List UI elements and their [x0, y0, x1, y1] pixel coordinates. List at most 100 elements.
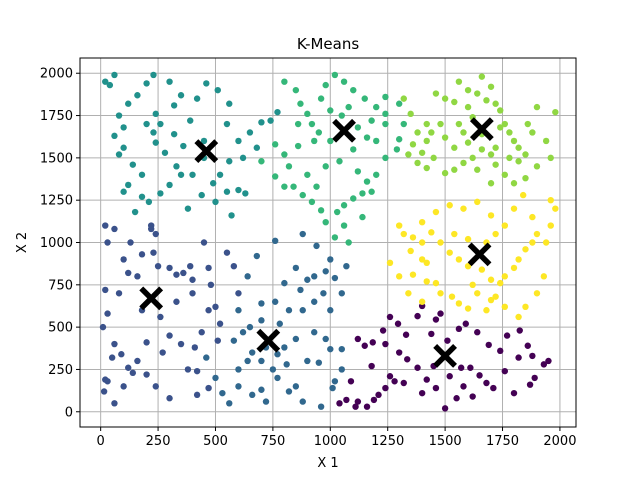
scatter-point-cluster-0 — [524, 342, 531, 349]
scatter-point-cluster-2 — [219, 389, 226, 397]
chart-title: K-Means — [297, 35, 360, 53]
scatter-point-cluster-4 — [331, 71, 339, 79]
scatter-point-cluster-1 — [193, 367, 201, 375]
scatter-point-cluster-1 — [143, 371, 150, 378]
scatter-point-cluster-1 — [152, 230, 159, 238]
scatter-point-cluster-1 — [166, 264, 173, 272]
scatter-point-cluster-0 — [453, 395, 460, 402]
scatter-point-cluster-5 — [423, 164, 430, 172]
scatter-point-cluster-5 — [469, 154, 476, 162]
scatter-point-cluster-6 — [409, 234, 417, 241]
scatter-point-cluster-3 — [145, 198, 153, 206]
scatter-point-cluster-6 — [547, 196, 554, 204]
scatter-point-cluster-2 — [311, 298, 318, 305]
x-tick-label: 1000 — [314, 434, 347, 449]
scatter-point-cluster-6 — [533, 230, 541, 238]
scatter-point-cluster-6 — [547, 222, 554, 229]
scatter-point-cluster-0 — [469, 393, 476, 400]
centroid-marker-2 — [256, 328, 281, 353]
scatter-point-cluster-3 — [187, 117, 194, 124]
x-tick-label: 250 — [146, 434, 171, 449]
scatter-point-cluster-0 — [402, 331, 410, 338]
scatter-point-cluster-6 — [487, 296, 495, 304]
scatter-point-cluster-3 — [125, 100, 132, 107]
scatter-point-cluster-3 — [223, 188, 231, 195]
scatter-point-cluster-1 — [214, 337, 221, 344]
scatter-point-cluster-4 — [395, 100, 403, 107]
scatter-point-cluster-4 — [304, 110, 311, 118]
scatter-point-cluster-3 — [200, 137, 208, 145]
scatter-point-cluster-3 — [228, 212, 235, 219]
y-tick-label: 1750 — [40, 109, 73, 124]
scatter-point-cluster-0 — [485, 341, 492, 349]
scatter-point-cluster-5 — [522, 151, 529, 158]
scatter-point-cluster-3 — [134, 92, 141, 99]
scatter-point-cluster-2 — [292, 383, 300, 390]
scatter-point-cluster-1 — [187, 262, 194, 270]
scatter-point-cluster-3 — [111, 132, 118, 140]
scatter-point-cluster-5 — [423, 137, 430, 145]
scatter-point-cluster-0 — [503, 332, 511, 339]
scatter-point-cluster-4 — [292, 86, 300, 94]
scatter-point-cluster-5 — [542, 137, 550, 145]
scatter-point-cluster-4 — [354, 124, 362, 131]
scatter-point-cluster-2 — [317, 403, 325, 410]
scatter-point-cluster-0 — [363, 403, 371, 410]
scatter-point-cluster-0 — [531, 374, 538, 382]
scatter-point-cluster-2 — [235, 383, 242, 390]
scatter-point-cluster-6 — [386, 259, 394, 267]
scatter-point-cluster-2 — [292, 335, 300, 343]
scatter-point-cluster-3 — [170, 102, 178, 109]
scatter-point-cluster-0 — [370, 396, 378, 404]
scatter-point-cluster-1 — [166, 332, 173, 339]
scatter-point-cluster-0 — [400, 379, 407, 387]
scatter-point-cluster-5 — [506, 129, 513, 136]
centroid-marker-3 — [194, 139, 219, 163]
scatter-point-cluster-2 — [315, 359, 323, 366]
scatter-point-cluster-2 — [258, 357, 265, 365]
scatter-point-cluster-1 — [104, 310, 111, 317]
scatter-point-cluster-2 — [258, 317, 265, 324]
scatter-point-cluster-2 — [244, 273, 251, 280]
scatter-point-cluster-5 — [487, 180, 495, 187]
scatter-point-cluster-2 — [299, 398, 306, 405]
scatter-point-cluster-0 — [529, 352, 536, 360]
scatter-point-cluster-5 — [524, 120, 531, 128]
scatter-point-cluster-4 — [359, 190, 366, 197]
scatter-point-cluster-3 — [120, 124, 127, 131]
scatter-point-cluster-5 — [506, 154, 513, 162]
scatter-point-cluster-5 — [451, 166, 458, 173]
scatter-point-cluster-3 — [203, 80, 210, 87]
scatter-point-cluster-0 — [476, 372, 483, 379]
scatter-point-cluster-1 — [120, 256, 127, 263]
scatter-point-cluster-5 — [487, 83, 495, 90]
scatter-point-cluster-4 — [359, 213, 366, 221]
scatter-point-cluster-4 — [340, 222, 348, 229]
scatter-point-cluster-0 — [394, 320, 402, 327]
scatter-point-cluster-2 — [299, 230, 306, 238]
scatter-point-cluster-2 — [274, 374, 281, 382]
scatter-point-cluster-3 — [235, 186, 242, 194]
scatter-point-cluster-6 — [529, 239, 536, 246]
scatter-point-cluster-6 — [487, 276, 495, 283]
scatter-point-cluster-0 — [352, 403, 359, 410]
scatter-point-cluster-3 — [106, 81, 114, 89]
scatter-point-cluster-0 — [361, 342, 368, 349]
scatter-point-cluster-6 — [474, 198, 481, 206]
scatter-point-cluster-5 — [460, 129, 467, 136]
scatter-point-cluster-4 — [327, 137, 334, 145]
scatter-point-cluster-4 — [395, 136, 403, 143]
scatter-point-cluster-6 — [400, 230, 407, 238]
scatter-point-cluster-6 — [501, 303, 509, 311]
scatter-point-cluster-0 — [444, 337, 451, 344]
scatter-point-cluster-0 — [497, 347, 504, 355]
scatter-point-cluster-5 — [552, 108, 559, 116]
scatter-point-cluster-6 — [469, 281, 476, 289]
scatter-point-cluster-0 — [545, 357, 552, 365]
y-tick-label: 1250 — [40, 194, 73, 209]
scatter-point-cluster-3 — [150, 129, 157, 136]
scatter-point-cluster-4 — [340, 78, 348, 85]
scatter-point-cluster-0 — [423, 376, 430, 383]
scatter-point-cluster-6 — [437, 239, 444, 246]
scatter-point-cluster-3 — [212, 198, 219, 206]
